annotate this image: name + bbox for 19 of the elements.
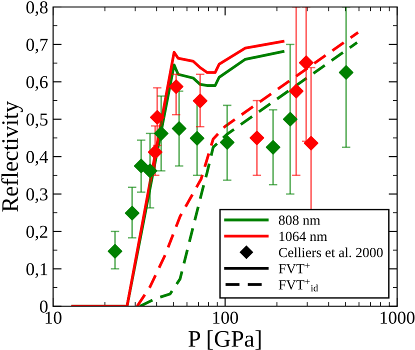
x-tick-label: 10 [46, 312, 62, 324]
annotation: FVT$^{+}$$_{id}$ [278, 279, 318, 292]
x-tick-label: 100 [213, 312, 238, 324]
y-tick-label: 0,7 [26, 38, 48, 54]
y-tick-label: 0,5 [26, 113, 48, 128]
x-axis-title: P [GPa] [188, 330, 261, 350]
annotation: FVT$^{+}$ [278, 263, 310, 274]
legend-label: 808 nm [278, 216, 320, 225]
annotation: Celliers et al. 2000 [278, 247, 383, 258]
y-tick-label: 0,3 [26, 188, 48, 204]
legend-label: 1064 nm [280, 232, 328, 242]
y-axis-title: Reflectivity [1, 100, 23, 212]
x-tick-label: 1000 [380, 312, 415, 324]
y-tick-label: 0,6 [26, 76, 48, 91]
y-tick-label: 0 [40, 300, 48, 313]
y-tick-label: 0,1 [26, 263, 48, 278]
y-tick-label: 0,2 [26, 226, 48, 240]
y-tick-label: 0,8 [26, 1, 48, 16]
y-tick-label: 0,4 [26, 150, 48, 166]
